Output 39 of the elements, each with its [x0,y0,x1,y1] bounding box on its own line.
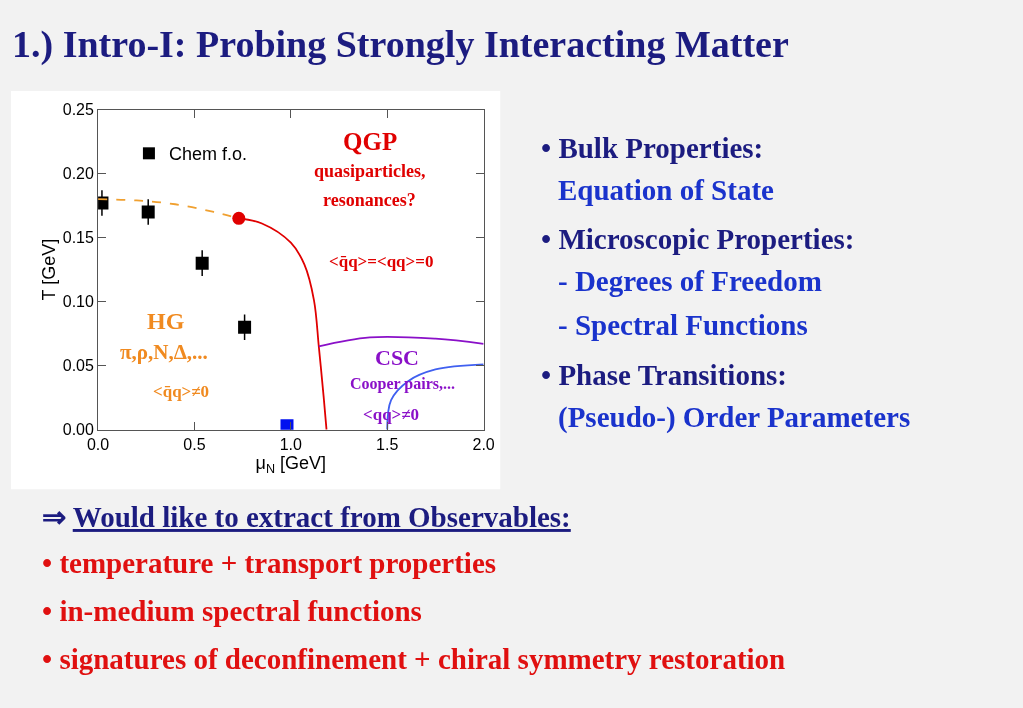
x-tick-label: 1.5 [376,435,399,453]
annotation: π,ρ,N,Δ,... [120,340,208,364]
annotation: Cooper pairs,... [350,375,456,393]
annotation: quasiparticles, [314,161,426,181]
annotation: QGP [343,128,398,155]
text: ⇒ Would like to extract from Observables: [42,501,571,533]
chart-title: 1.) Intro-I: Probing Strongly Interacting Matter [12,23,789,67]
y-tick-label: 0.10 [62,293,94,311]
x-tick-label: 0.5 [183,435,206,453]
x-tick-label: 1.0 [279,435,303,453]
annotation: HG [147,308,185,334]
line-series [317,335,484,348]
y-tick-label: 0.05 [62,357,94,375]
annotation: <q̄q>≠0 [153,382,210,401]
y-tick-label: 0.15 [62,229,94,247]
text: • in-medium spectral functions [42,595,422,627]
legend-label: Chem f.o. [168,144,247,165]
text: • Bulk Properties: [541,132,764,164]
point [195,256,209,270]
text: • temperature + transport properties [42,547,497,579]
text: • Phase Transitions: [541,359,787,391]
point [141,205,155,219]
annotation: resonances? [323,190,416,210]
point [238,320,252,334]
text: • Microscopic Properties: [541,223,855,255]
y-axis-title: T [GeV] [38,238,59,301]
x-tick-label: 2.0 [472,435,495,453]
text: - Spectral Functions [558,309,808,341]
y-tick-label: 0.20 [62,165,94,183]
annotation: CSC [375,345,420,370]
text: • signatures of deconfinement + chiral symmetry restoration [42,643,786,675]
text: Equation of State [558,174,775,206]
annotation: <q̄q>=<qq>=0 [329,252,434,271]
y-tick-label: 0.25 [62,101,94,119]
point [280,419,294,430]
text: (Pseudo-) Order Parameters [558,401,911,434]
x-axis-title: μ$_{N}$ [GeV] [255,452,327,476]
point [232,211,246,225]
text: - Degrees of Freedom [558,265,822,297]
